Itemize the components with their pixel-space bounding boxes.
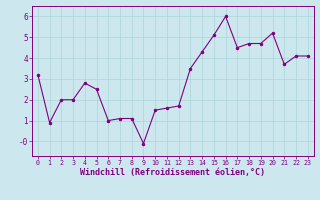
X-axis label: Windchill (Refroidissement éolien,°C): Windchill (Refroidissement éolien,°C) (80, 168, 265, 177)
